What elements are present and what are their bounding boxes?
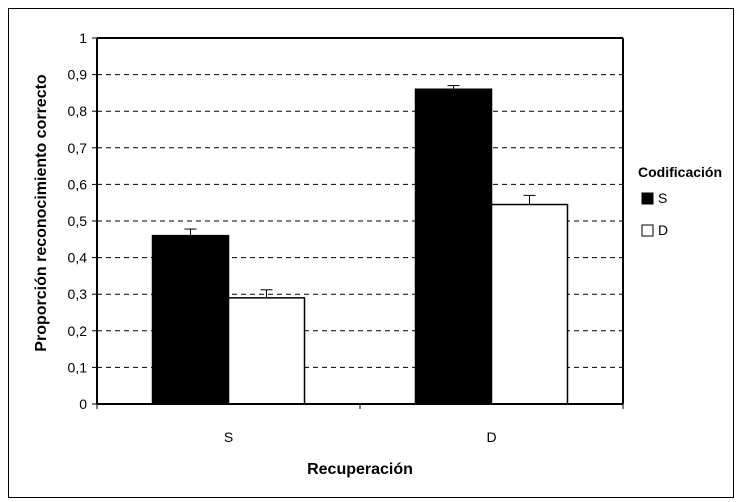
y-tick-label: 0,5 [68, 213, 88, 229]
y-tick-label: 0 [79, 396, 87, 412]
legend-label-s: S [658, 190, 667, 206]
y-tick-label: 0,2 [68, 323, 88, 339]
y-tick-label: 0,4 [68, 250, 88, 266]
y-axis-title: Proporción reconocimiento correcto [33, 74, 50, 352]
y-tick-labels: 0 0,1 0,2 0,3 0,4 0,5 0,6 0,7 0,8 0,9 1 [68, 30, 88, 412]
legend: Codificación SD [638, 164, 722, 238]
legend-title: Codificación [638, 164, 722, 180]
grid-lines [97, 37, 623, 368]
legend-swatch-s [641, 192, 654, 205]
bar-s-s [151, 234, 230, 405]
y-tick-label: 0,6 [68, 176, 88, 192]
bar-s-d [414, 88, 493, 405]
legend-swatch-d [641, 224, 654, 237]
x-tick-label: S [224, 429, 233, 445]
chart-frame [8, 8, 734, 498]
axes [92, 37, 624, 409]
y-tick-label: 0,9 [68, 67, 88, 83]
bars [151, 85, 569, 405]
x-tick-label: D [486, 429, 496, 445]
y-tick-label: 1 [79, 30, 87, 46]
legend-label-d: D [658, 222, 668, 238]
bar-d-s [227, 297, 306, 405]
y-tick-label: 0,1 [68, 359, 88, 375]
y-tick-label: 0,3 [68, 286, 88, 302]
bar-d-d [490, 203, 569, 405]
y-tick-label: 0,8 [68, 103, 88, 119]
y-tick-label: 0,7 [68, 140, 88, 156]
x-axis-title: Recuperación [307, 461, 413, 478]
